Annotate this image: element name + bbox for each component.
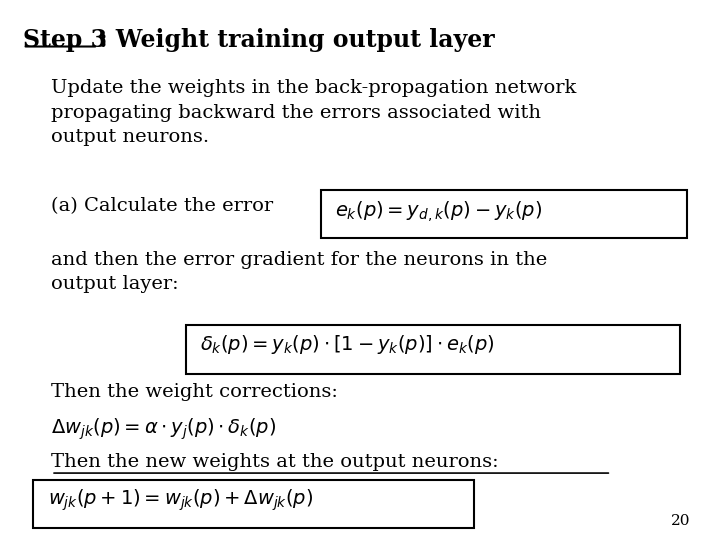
FancyBboxPatch shape (33, 480, 474, 528)
Text: $e_k(p) = y_{d,k}(p) - y_k(p)$: $e_k(p) = y_{d,k}(p) - y_k(p)$ (336, 199, 543, 224)
Text: $\Delta w_{jk}(p) = \alpha \cdot y_j(p) \cdot \delta_k(p)$: $\Delta w_{jk}(p) = \alpha \cdot y_j(p) … (51, 416, 276, 442)
FancyBboxPatch shape (186, 325, 680, 374)
Text: $w_{jk}(p+1) = w_{jk}(p) + \Delta w_{jk}(p)$: $w_{jk}(p+1) = w_{jk}(p) + \Delta w_{jk}… (48, 488, 313, 513)
Text: Then the weight corrections:: Then the weight corrections: (51, 383, 338, 401)
Text: $\delta_k(p) = y_k(p)\cdot[1 - y_k(p)]\cdot e_k(p)$: $\delta_k(p) = y_k(p)\cdot[1 - y_k(p)]\c… (200, 333, 495, 356)
Text: and then the error gradient for the neurons in the
output layer:: and then the error gradient for the neur… (51, 251, 547, 294)
Text: Update the weights in the back-propagation network
propagating backward the erro: Update the weights in the back-propagati… (51, 79, 577, 146)
Text: Then the new weights at the output neurons:: Then the new weights at the output neuro… (51, 453, 499, 471)
FancyBboxPatch shape (321, 191, 688, 238)
Text: (a) Calculate the error: (a) Calculate the error (51, 198, 274, 215)
Text: : Weight training output layer: : Weight training output layer (99, 28, 495, 52)
Text: Step 3: Step 3 (23, 28, 107, 52)
Text: 20: 20 (671, 514, 691, 528)
